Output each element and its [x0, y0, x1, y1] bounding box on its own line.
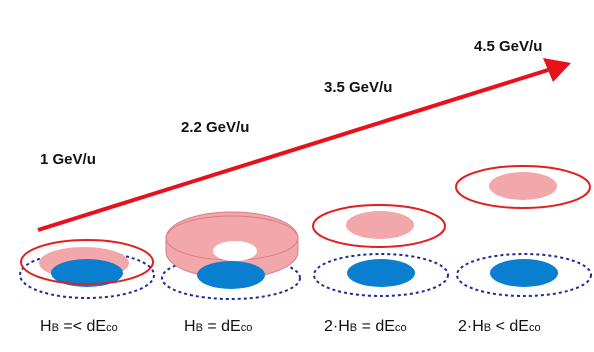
acceptance-outline-red: [455, 165, 591, 209]
condition-subscript-b: co: [394, 322, 407, 334]
energy-arrow-head: [543, 58, 571, 82]
beam-core-blue: [51, 259, 123, 287]
beam-core-blue: [197, 261, 265, 289]
condition-subscript-b: co: [528, 322, 541, 334]
beam-core-blue: [490, 259, 558, 287]
energy-arrow-shaft: [37, 68, 549, 232]
condition-relation: =< dE: [58, 318, 107, 335]
condition-term-a: 2·H: [324, 318, 350, 335]
bucket-group-4: [455, 165, 592, 297]
bucket-group-1: [19, 239, 155, 299]
condition-subscript-a: B: [51, 322, 59, 334]
beam-halo-pink: [489, 172, 557, 200]
energy-arrow: [37, 58, 571, 232]
condition-term-a: H: [40, 318, 52, 335]
condition-subscript-a: B: [483, 322, 492, 334]
energy-label-1: 1 GeV/u: [40, 151, 96, 168]
condition-label-2: HB = dEco: [184, 318, 252, 336]
condition-term-a: H: [184, 318, 196, 335]
beam-hole-white: [213, 241, 257, 261]
beam-halo-pink: [346, 211, 414, 239]
condition-label-3: 2·HB = dEco: [324, 318, 407, 336]
bucket-group-2: [161, 211, 301, 300]
acceptance-outline-blue: [161, 256, 301, 300]
bucket-group-3: [312, 204, 449, 297]
condition-subscript-b: co: [106, 322, 118, 334]
condition-subscript-a: B: [349, 322, 358, 334]
acceptance-outline-blue: [313, 253, 449, 297]
energy-label-2: 2.2 GeV/u: [181, 119, 250, 136]
condition-label-1: HB =< dEco: [40, 318, 118, 336]
beam-core-blue: [347, 259, 415, 287]
condition-subscript-a: B: [195, 322, 203, 334]
energy-label-3: 3.5 GeV/u: [324, 79, 393, 96]
condition-relation: < dE: [491, 318, 529, 335]
acceptance-outline-red: [312, 204, 446, 248]
acceptance-outline-red: [20, 239, 154, 285]
acceptance-outline-blue: [456, 253, 592, 297]
condition-relation: = dE: [202, 318, 241, 335]
condition-label-4: 2·HB < dEco: [458, 318, 541, 336]
energy-label-4: 4.5 GeV/u: [474, 38, 543, 55]
condition-relation: = dE: [357, 318, 395, 335]
condition-subscript-b: co: [240, 322, 253, 334]
condition-term-a: 2·H: [458, 318, 484, 335]
